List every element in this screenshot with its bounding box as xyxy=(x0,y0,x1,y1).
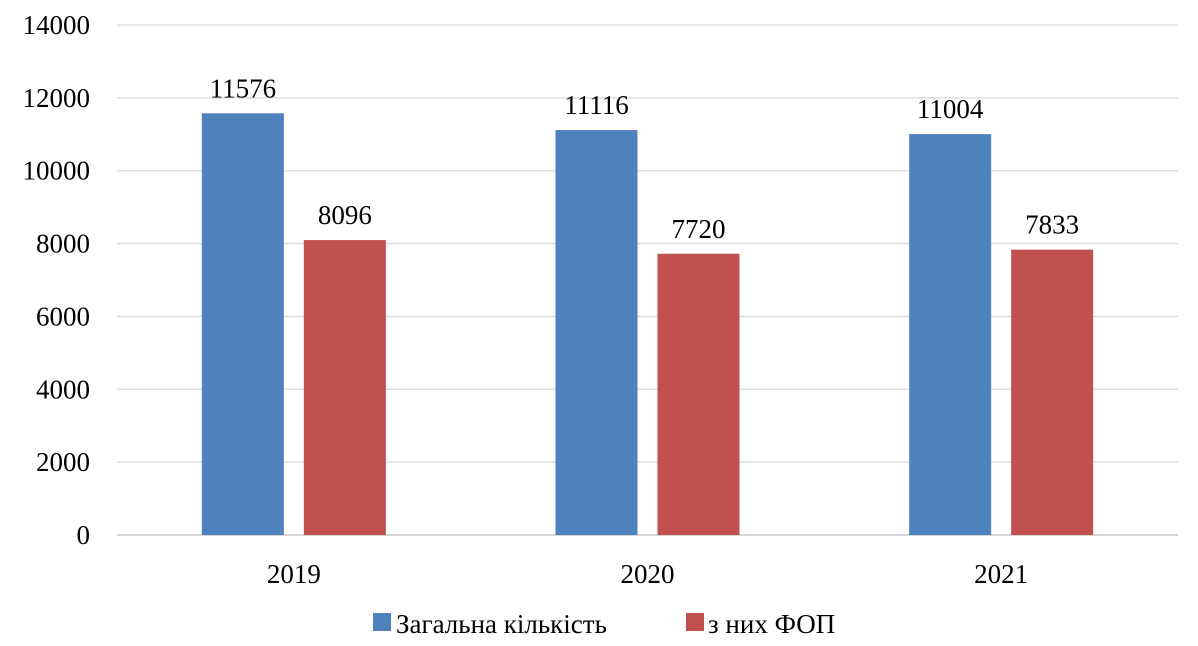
data-label: 7720 xyxy=(672,214,726,244)
data-labels: 11576 8096 11116 7720 11004 7833 xyxy=(210,73,1080,243)
y-tick-label: 4000 xyxy=(36,374,90,404)
y-axis-tick-labels: 0 2000 4000 6000 8000 10000 12000 14000 xyxy=(23,10,91,550)
x-axis-tick-labels: 2019 2020 2021 xyxy=(267,559,1028,589)
y-tick-label: 2000 xyxy=(36,447,90,477)
legend-swatch xyxy=(686,613,704,631)
bars xyxy=(201,113,1094,535)
y-tick-label: 10000 xyxy=(23,156,91,186)
data-label: 7833 xyxy=(1025,210,1079,240)
data-label: 11116 xyxy=(564,90,629,120)
legend-item: Загальна кількість xyxy=(373,609,607,639)
bar-fop-2019 xyxy=(303,240,386,535)
legend: Загальна кількість з них ФОП xyxy=(373,609,835,639)
y-tick-label: 6000 xyxy=(36,301,90,331)
data-label: 11004 xyxy=(917,94,984,124)
legend-label: з них ФОП xyxy=(708,609,835,639)
data-label: 11576 xyxy=(210,73,277,103)
y-tick-label: 12000 xyxy=(23,83,91,113)
legend-label: Загальна кількість xyxy=(396,609,607,639)
bar-fop-2021 xyxy=(1011,249,1094,535)
x-tick-label: 2019 xyxy=(267,559,321,589)
legend-swatch xyxy=(373,613,391,631)
x-tick-label: 2020 xyxy=(621,559,675,589)
bar-total-2020 xyxy=(555,130,638,535)
y-tick-label: 14000 xyxy=(23,10,91,40)
bar-total-2019 xyxy=(201,113,284,535)
gridlines xyxy=(117,24,1178,536)
y-tick-label: 0 xyxy=(77,520,91,550)
bar-fop-2020 xyxy=(657,253,740,535)
data-label: 8096 xyxy=(318,200,372,230)
bar-total-2021 xyxy=(909,134,992,535)
x-tick-label: 2021 xyxy=(974,559,1028,589)
legend-item: з них ФОП xyxy=(686,609,835,639)
y-tick-label: 8000 xyxy=(36,229,90,259)
